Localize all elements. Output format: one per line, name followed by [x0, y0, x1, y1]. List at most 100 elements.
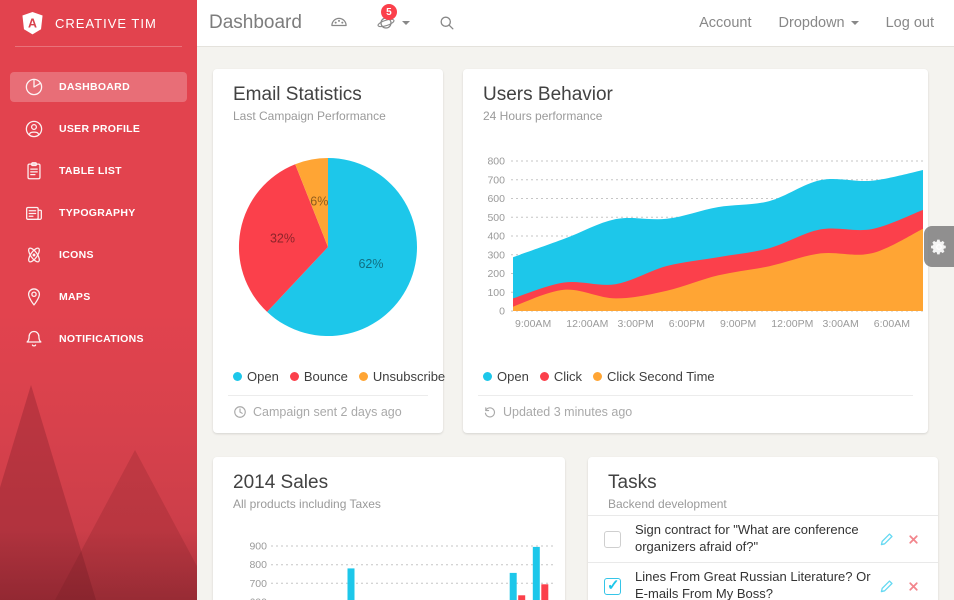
svg-text:100: 100 — [487, 287, 505, 299]
card-subtitle: All products including Taxes — [233, 497, 381, 511]
palette-icon — [329, 13, 349, 33]
divider — [478, 395, 913, 396]
card-subtitle: 24 Hours performance — [483, 109, 603, 123]
svg-text:3:00AM: 3:00AM — [823, 318, 859, 330]
sidebar-item-label: ICONS — [59, 249, 94, 261]
footer-text: Updated 3 minutes ago — [503, 405, 633, 419]
divider — [228, 395, 428, 396]
legend-item-open: Open — [233, 369, 279, 384]
sidebar-item-maps[interactable]: MAPS — [10, 282, 187, 312]
atom-icon — [23, 244, 45, 266]
svg-text:9:00AM: 9:00AM — [515, 318, 551, 330]
sidebar-item-table-list[interactable]: TABLE LIST — [10, 156, 187, 186]
sidebar-item-label: DASHBOARD — [59, 81, 130, 93]
task-list: Sign contract for "What are conference o… — [588, 516, 938, 600]
ridge-silhouette — [0, 530, 197, 600]
search-button[interactable] — [437, 13, 457, 33]
sidebar-item-label: USER PROFILE — [59, 123, 141, 135]
legend-item-open: Open — [483, 369, 529, 384]
task-actions — [879, 532, 920, 547]
legend-label: Unsubscribe — [372, 369, 446, 384]
sidebar-nav: DASHBOARD USER PROFILE TABLE LIST TYPOGRAPH… — [0, 47, 197, 354]
svg-text:900: 900 — [249, 541, 267, 553]
navbar-link-account[interactable]: Account — [699, 15, 751, 31]
notification-badge: 5 — [380, 4, 397, 20]
legend-dot — [233, 372, 242, 381]
sidebar-item-icons[interactable]: ICONS — [10, 240, 187, 270]
svg-text:800: 800 — [249, 559, 267, 571]
legend-dot — [539, 372, 549, 381]
sidebar-item-label: TYPOGRAPHY — [59, 207, 136, 219]
palette-button[interactable] — [329, 13, 349, 33]
sidebar: A CREATIVE TIM DASHBOARD USER PROFILE TABL… — [0, 0, 197, 600]
svg-text:300: 300 — [487, 249, 505, 261]
legend-label: Click Second Time — [606, 369, 715, 384]
legend-item-unsubscribe: Unsubscribe — [358, 369, 446, 384]
svg-text:700: 700 — [249, 578, 267, 590]
user-circle-icon — [23, 118, 45, 140]
notifications-button[interactable]: 5 — [376, 4, 410, 33]
navbar-link-dropdown[interactable]: Dropdown — [779, 15, 859, 31]
card-email-statistics: Email Statistics Last Campaign Performan… — [213, 69, 446, 433]
task-row: Lines From Great Russian Literature? Or … — [588, 563, 938, 600]
card-tasks: Tasks Backend development Sign contract … — [588, 457, 938, 600]
x-icon — [909, 581, 918, 591]
svg-text:600: 600 — [249, 597, 267, 600]
sidebar-item-notifications[interactable]: NOTIFICATIONS — [10, 324, 187, 354]
card-footer: Campaign sent 2 days ago — [233, 405, 402, 419]
email-pie-chart: 62% 32% 6% — [238, 157, 418, 336]
gear-icon — [930, 238, 948, 256]
edit-task-button[interactable] — [879, 579, 894, 594]
bell-icon — [23, 328, 45, 350]
page-title: Dashboard — [209, 12, 302, 33]
link-label: Dropdown — [778, 15, 845, 31]
svg-text:200: 200 — [487, 268, 505, 280]
card-subtitle: Last Campaign Performance — [233, 109, 386, 123]
svg-text:62%: 62% — [358, 257, 383, 271]
svg-text:600: 600 — [487, 193, 505, 205]
area-legend: Open Click Click Second Time — [483, 369, 726, 384]
search-icon — [437, 13, 457, 33]
brand[interactable]: A CREATIVE TIM — [0, 0, 197, 47]
settings-button[interactable] — [924, 226, 954, 267]
sidebar-item-typography[interactable]: TYPOGRAPHY — [10, 198, 187, 228]
sidebar-item-user-profile[interactable]: USER PROFILE — [10, 114, 187, 144]
divider — [588, 515, 938, 516]
clock-icon — [233, 405, 247, 419]
legend-label: Click — [553, 369, 582, 384]
svg-text:0: 0 — [499, 306, 505, 318]
svg-text:12:00PM: 12:00PM — [771, 318, 813, 330]
card-users-behavior: Users Behavior 24 Hours performance 0 100… — [463, 69, 928, 433]
svg-text:32%: 32% — [270, 231, 295, 245]
legend-dot — [289, 372, 299, 381]
delete-task-button[interactable] — [907, 580, 920, 593]
legend-label: Open — [247, 369, 279, 384]
edit-task-button[interactable] — [879, 532, 894, 547]
svg-text:3:00PM: 3:00PM — [618, 318, 654, 330]
svg-text:800: 800 — [487, 156, 505, 168]
svg-text:400: 400 — [487, 231, 505, 243]
topbar: Dashboard 5 — [197, 0, 954, 47]
navbar-link-log-out[interactable]: Log out — [886, 15, 934, 31]
caret-down-icon — [401, 21, 410, 25]
delete-task-button[interactable] — [907, 533, 920, 546]
svg-text:6:00PM: 6:00PM — [669, 318, 705, 330]
legend-dot — [483, 372, 492, 381]
legend-item-bounce: Bounce — [289, 369, 348, 384]
pie-chart-icon — [23, 76, 45, 98]
pencil-icon — [880, 579, 893, 592]
legend-dot — [592, 372, 602, 381]
card-title: 2014 Sales — [233, 472, 329, 493]
sidebar-item-dashboard[interactable]: DASHBOARD — [10, 72, 187, 102]
link-label: Log out — [885, 15, 934, 31]
task-checkbox[interactable] — [604, 576, 621, 595]
card-title: Users Behavior — [483, 84, 613, 105]
card-subtitle: Backend development — [608, 497, 727, 511]
task-text: Lines From Great Russian Literature? Or … — [635, 569, 871, 600]
task-checkbox[interactable] — [604, 530, 621, 548]
svg-text:700: 700 — [487, 174, 505, 186]
svg-text:500: 500 — [487, 212, 505, 224]
card-title: Email Statistics — [233, 84, 362, 105]
newspaper-icon — [23, 202, 45, 224]
